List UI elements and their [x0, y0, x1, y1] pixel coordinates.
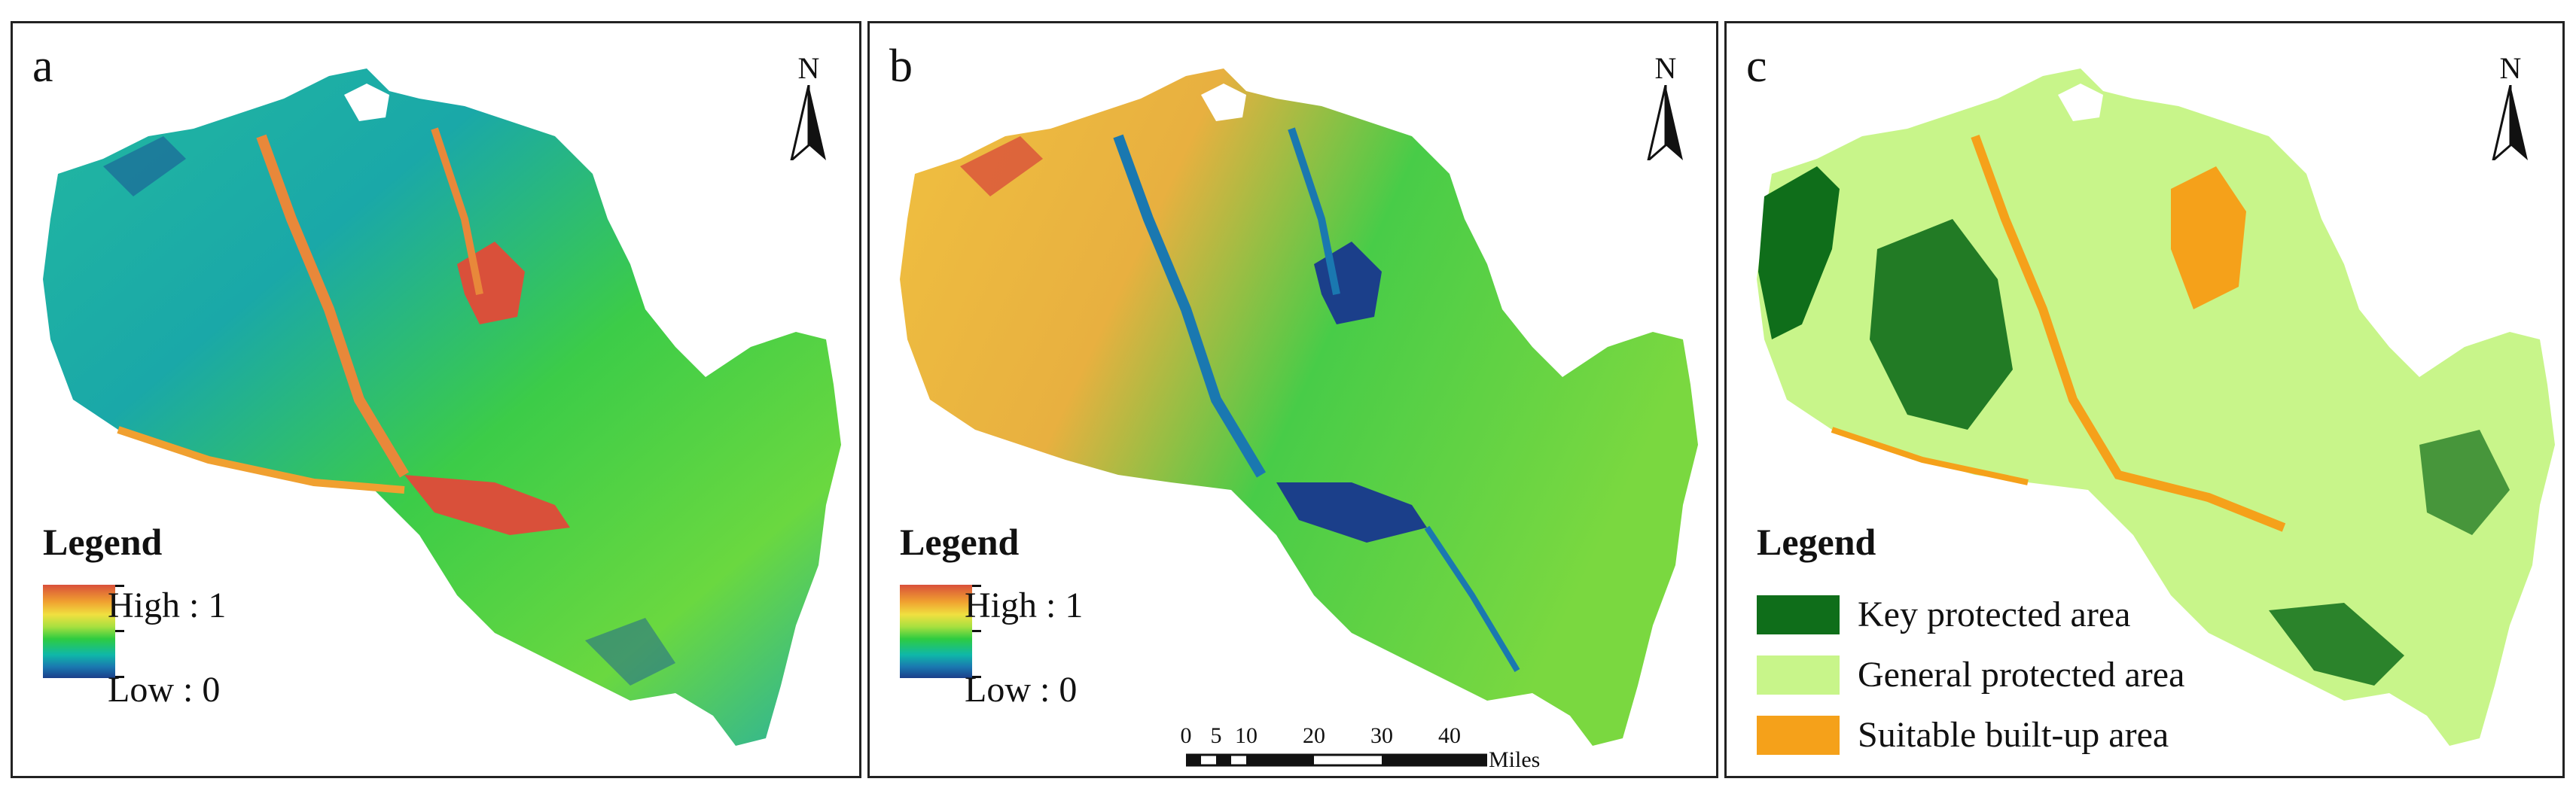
ramp-tick — [115, 585, 124, 587]
legend-swatch — [1757, 595, 1840, 634]
ramp-tick — [972, 585, 981, 587]
panel-label: c — [1746, 41, 1767, 92]
ramp-high-label: High : 1 — [965, 586, 1084, 625]
legend-title: Legend — [1757, 521, 1876, 563]
scale-tick-label: 20 — [1303, 723, 1325, 748]
north-arrow: N — [2477, 50, 2544, 163]
scale-bar: 0 5 10 20 30 40 Miles — [1181, 723, 1541, 776]
legend-swatch — [1757, 716, 1840, 755]
ramp-high-label: High : 1 — [108, 586, 227, 625]
scale-unit: Miles — [1489, 747, 1541, 772]
map-panel-a: a N Legend High : 1 Low : 0 — [11, 21, 861, 778]
southwest-edge — [117, 426, 405, 494]
ramp-swatch — [900, 585, 972, 678]
legend-title: Legend — [900, 521, 1020, 563]
region-map-c — [1757, 68, 2555, 746]
ramp-swatch — [43, 585, 115, 678]
low-zone — [585, 618, 675, 686]
ramp-low-label: Low : 0 — [108, 670, 221, 710]
legend-class-label: Suitable built-up area — [1858, 715, 2169, 755]
river-belt — [431, 127, 483, 295]
key-protected-zone — [2269, 603, 2404, 686]
builtup-belt — [1971, 134, 2286, 532]
north-arrow: N — [1632, 50, 1700, 163]
map-panel-c: c N Legend Key protected area General pr… — [1724, 21, 2565, 778]
north-label: N — [2499, 51, 2522, 85]
builtup-belt — [1831, 427, 2029, 485]
high-zone — [960, 136, 1043, 196]
low-zone — [103, 136, 186, 196]
scale-tick-label: 10 — [1235, 723, 1258, 748]
hotspot-valley — [404, 475, 570, 535]
river-belt — [256, 134, 410, 478]
hole — [344, 84, 389, 121]
north-arrow-icon — [1647, 85, 1683, 160]
ramp-tick — [972, 676, 981, 678]
key-protected-zone — [2419, 430, 2510, 535]
scale-tick-label: 30 — [1370, 723, 1393, 748]
ramp-tick — [972, 630, 981, 632]
legend-class-label: Key protected area — [1858, 595, 2131, 634]
north-arrow-icon — [790, 85, 826, 160]
region-map-a — [43, 68, 841, 746]
region-map-b — [900, 68, 1698, 746]
hole — [2058, 84, 2103, 121]
scale-bar-graphic — [1186, 753, 1487, 767]
hole — [1201, 84, 1246, 121]
scale-ticks: 0 5 10 20 30 40 — [1181, 723, 1487, 750]
builtup-urban — [2171, 166, 2246, 309]
region-shape — [900, 68, 1698, 746]
map-panel-b: b N Legend High : 1 Low : 0 0 5 10 20 30… — [867, 21, 1718, 778]
legend-class-label: General protected area — [1858, 655, 2185, 695]
north-arrow-icon — [2492, 85, 2528, 160]
scale-tick-label: 40 — [1438, 723, 1461, 748]
legend-ramp — [900, 585, 981, 678]
north-label: N — [1654, 51, 1677, 85]
ramp-tick — [115, 630, 124, 632]
north-arrow: N — [775, 50, 843, 163]
region-shape — [1757, 68, 2555, 746]
ramp-low-label: Low : 0 — [965, 670, 1078, 710]
river-belt — [1113, 134, 1267, 478]
key-protected-zone — [1870, 219, 2013, 430]
panel-label: a — [32, 41, 53, 92]
legend-ramp — [43, 585, 124, 678]
scale-tick-label: 0 — [1180, 723, 1192, 748]
key-protected-zone — [1758, 166, 1840, 339]
north-label: N — [797, 51, 820, 85]
panel-label: b — [889, 41, 913, 92]
legend-swatch — [1757, 655, 1840, 695]
river-belt — [1424, 525, 1520, 673]
legend-title: Legend — [43, 521, 163, 563]
low-valley — [1276, 482, 1427, 543]
ramp-tick — [115, 676, 124, 678]
scale-tick-label: 5 — [1210, 723, 1222, 748]
river-belt — [1288, 127, 1340, 295]
region-shape — [43, 68, 841, 746]
